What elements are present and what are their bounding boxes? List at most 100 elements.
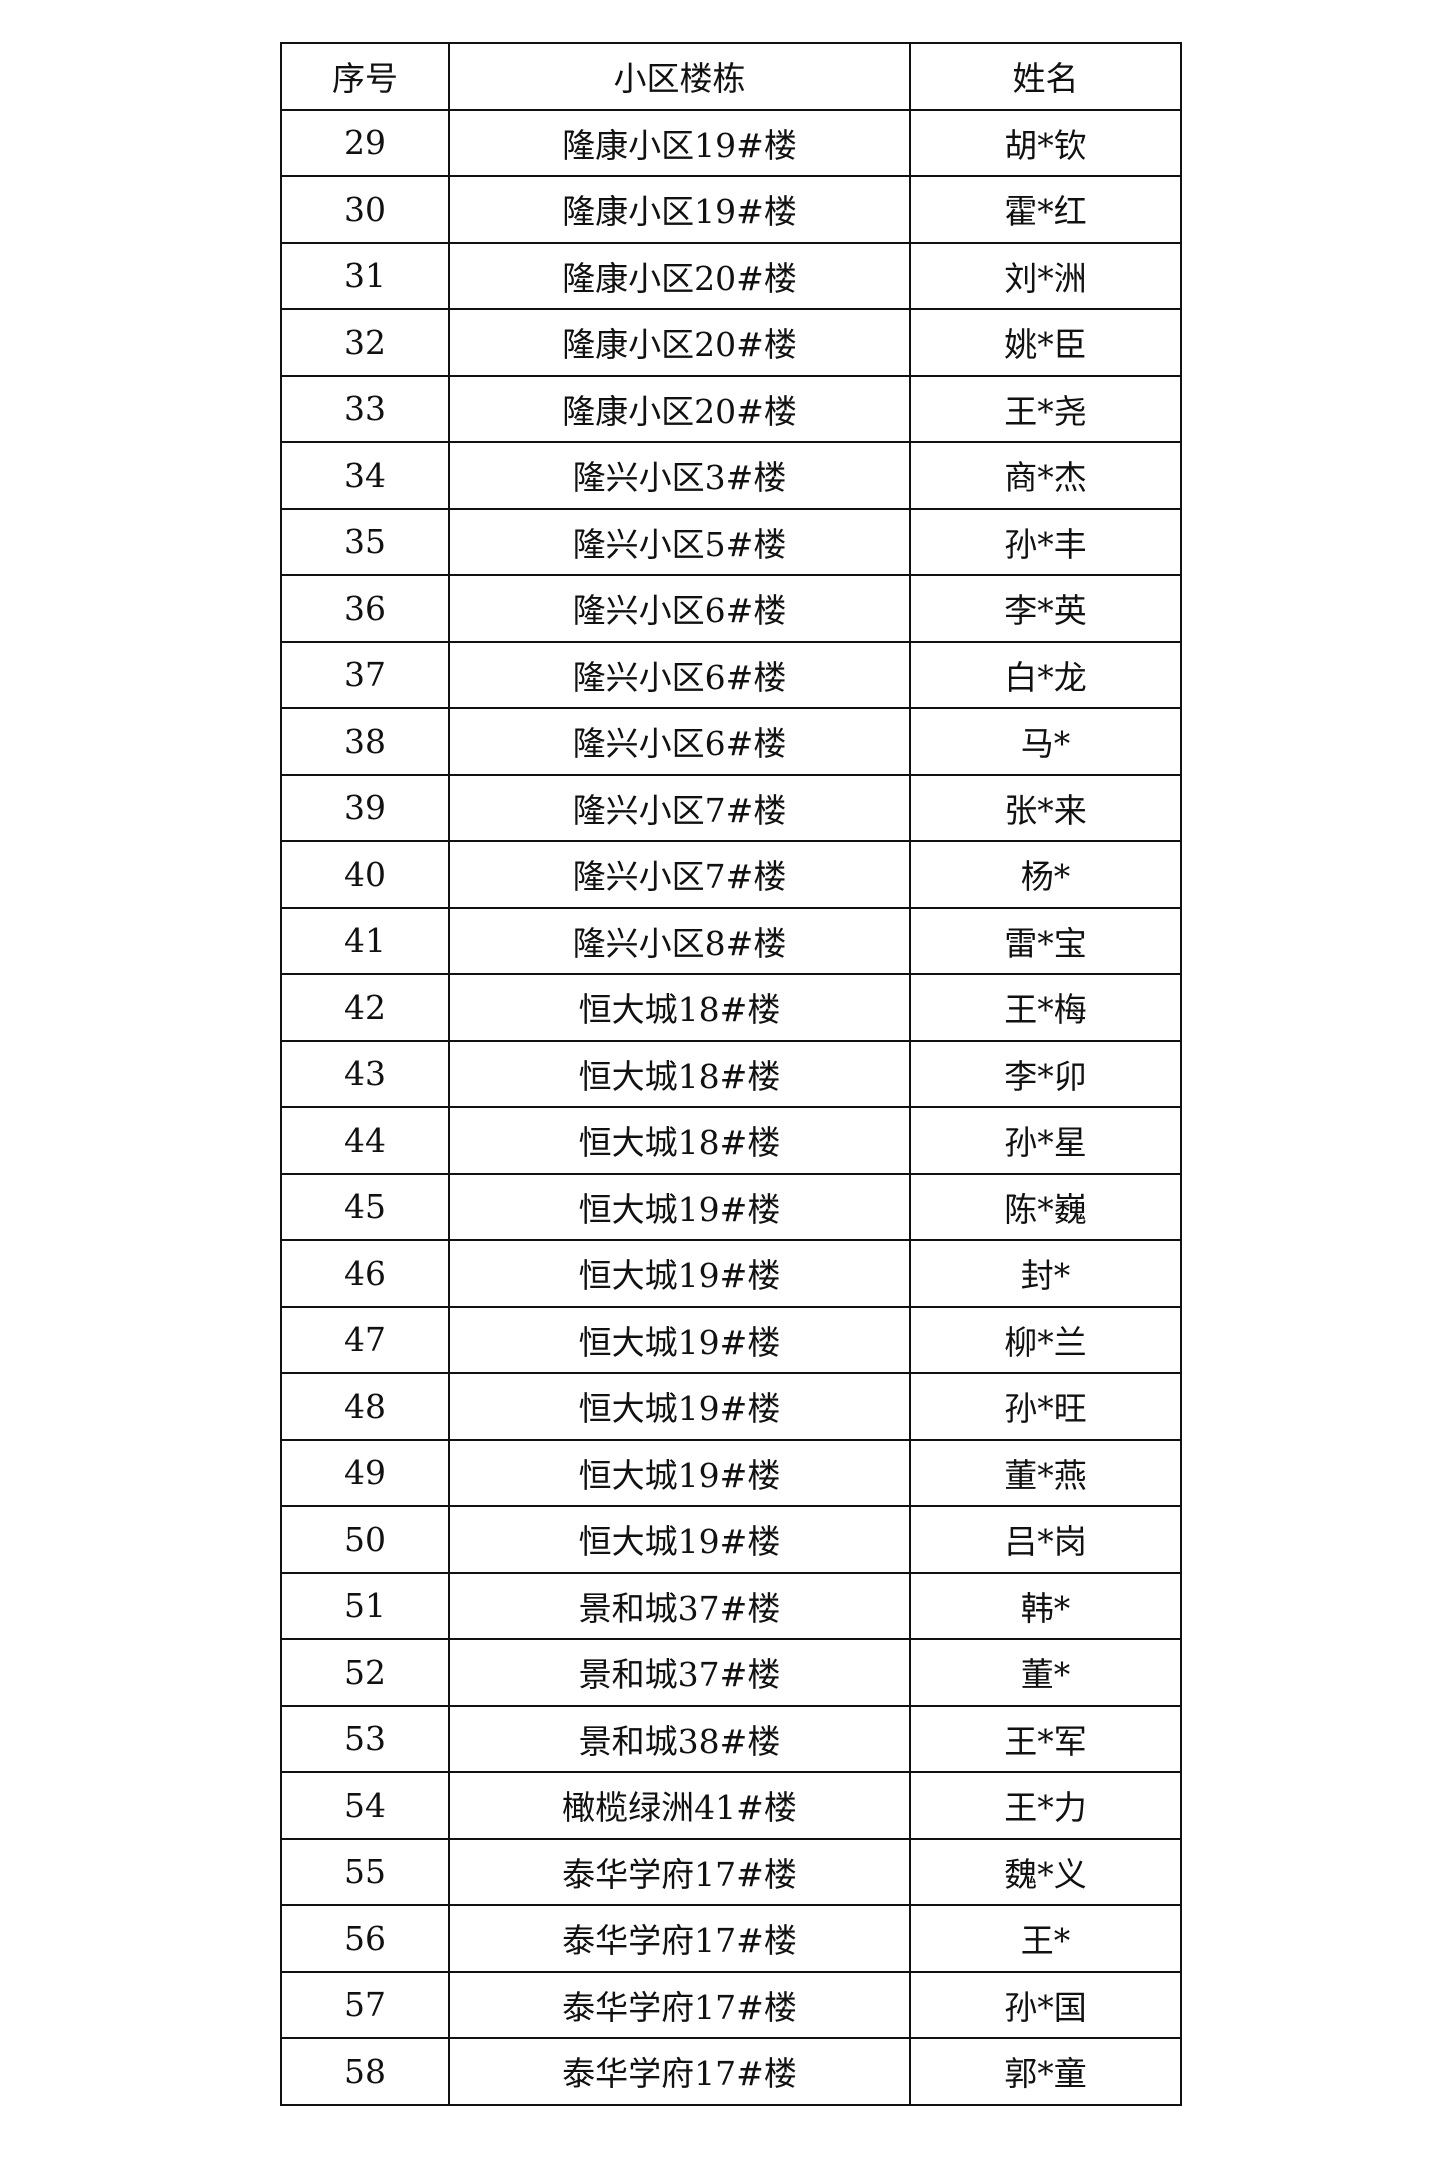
cell-name: 孙*星 [909,1106,1182,1175]
cell-index: 54 [280,1771,450,1840]
cell-building: 泰华学府17#楼 [448,1904,911,1973]
header-index: 序号 [280,42,450,111]
table-row: 32 隆康小区20#楼 姚*臣 [280,308,1182,377]
cell-index: 42 [280,973,450,1042]
cell-index: 57 [280,1970,450,2039]
cell-index: 45 [280,1172,450,1241]
cell-building: 恒大城19#楼 [448,1305,911,1374]
table-row: 50 恒大城19#楼 吕*岗 [280,1505,1182,1574]
cell-building: 泰华学府17#楼 [448,2037,911,2106]
table-row: 54 橄榄绿洲41#楼 王*力 [280,1771,1182,1840]
table-row: 30 隆康小区19#楼 霍*红 [280,175,1182,244]
table-row: 34 隆兴小区3#楼 商*杰 [280,441,1182,510]
cell-building: 隆兴小区7#楼 [448,840,911,909]
cell-name: 商*杰 [909,441,1182,510]
cell-building: 隆康小区20#楼 [448,241,911,310]
table-row: 35 隆兴小区5#楼 孙*丰 [280,507,1182,576]
cell-building: 隆兴小区6#楼 [448,707,911,776]
cell-name: 马* [909,707,1182,776]
cell-index: 32 [280,308,450,377]
cell-index: 29 [280,108,450,177]
cell-index: 53 [280,1704,450,1773]
table-row: 56 泰华学府17#楼 王* [280,1904,1182,1973]
table-row: 38 隆兴小区6#楼 马* [280,707,1182,776]
cell-index: 44 [280,1106,450,1175]
table-row: 31 隆康小区20#楼 刘*洲 [280,241,1182,310]
table-row: 36 隆兴小区6#楼 李*英 [280,574,1182,643]
cell-index: 49 [280,1438,450,1507]
cell-name: 陈*巍 [909,1172,1182,1241]
cell-index: 41 [280,906,450,975]
table-row: 52 景和城37#楼 董* [280,1638,1182,1707]
cell-building: 隆兴小区3#楼 [448,441,911,510]
cell-building: 隆兴小区6#楼 [448,574,911,643]
cell-name: 王*力 [909,1771,1182,1840]
cell-building: 恒大城19#楼 [448,1172,911,1241]
cell-building: 恒大城18#楼 [448,1039,911,1108]
cell-name: 封* [909,1239,1182,1308]
cell-building: 隆康小区19#楼 [448,175,911,244]
cell-name: 魏*义 [909,1837,1182,1906]
cell-name: 孙*国 [909,1970,1182,2039]
table-row: 49 恒大城19#楼 董*燕 [280,1438,1182,1507]
cell-building: 泰华学府17#楼 [448,1970,911,2039]
table-row: 53 景和城38#楼 王*军 [280,1704,1182,1773]
cell-index: 46 [280,1239,450,1308]
table-row: 46 恒大城19#楼 封* [280,1239,1182,1308]
table-body: 29 隆康小区19#楼 胡*钦 30 隆康小区19#楼 霍*红 31 隆康小区20#楼 刘*洲 3… [280,108,1182,2106]
table-row: 48 恒大城19#楼 孙*旺 [280,1372,1182,1441]
cell-name: 白*龙 [909,640,1182,709]
table-row: 29 隆康小区19#楼 胡*钦 [280,108,1182,177]
cell-index: 33 [280,374,450,443]
cell-name: 王*尧 [909,374,1182,443]
cell-index: 58 [280,2037,450,2106]
cell-name: 孙*旺 [909,1372,1182,1441]
table-row: 45 恒大城19#楼 陈*巍 [280,1172,1182,1241]
table-row: 37 隆兴小区6#楼 白*龙 [280,640,1182,709]
cell-name: 李*卯 [909,1039,1182,1108]
header-building: 小区楼栋 [448,42,911,111]
cell-index: 52 [280,1638,450,1707]
cell-index: 34 [280,441,450,510]
table-row: 44 恒大城18#楼 孙*星 [280,1106,1182,1175]
table-row: 47 恒大城19#楼 柳*兰 [280,1305,1182,1374]
cell-index: 50 [280,1505,450,1574]
cell-index: 37 [280,640,450,709]
cell-building: 隆康小区19#楼 [448,108,911,177]
cell-index: 48 [280,1372,450,1441]
table-row: 51 景和城37#楼 韩* [280,1571,1182,1640]
cell-building: 泰华学府17#楼 [448,1837,911,1906]
cell-index: 31 [280,241,450,310]
cell-name: 董* [909,1638,1182,1707]
cell-name: 霍*红 [909,175,1182,244]
cell-index: 56 [280,1904,450,1973]
table-row: 40 隆兴小区7#楼 杨* [280,840,1182,909]
header-name: 姓名 [909,42,1182,111]
cell-name: 王*军 [909,1704,1182,1773]
cell-index: 38 [280,707,450,776]
cell-name: 李*英 [909,574,1182,643]
cell-building: 恒大城19#楼 [448,1372,911,1441]
cell-building: 隆康小区20#楼 [448,374,911,443]
table-row: 43 恒大城18#楼 李*卯 [280,1039,1182,1108]
table-row: 39 隆兴小区7#楼 张*来 [280,773,1182,842]
cell-building: 景和城37#楼 [448,1571,911,1640]
cell-index: 36 [280,574,450,643]
cell-building: 恒大城18#楼 [448,1106,911,1175]
cell-index: 51 [280,1571,450,1640]
table-row: 41 隆兴小区8#楼 雷*宝 [280,906,1182,975]
cell-building: 恒大城19#楼 [448,1239,911,1308]
cell-index: 40 [280,840,450,909]
cell-name: 董*燕 [909,1438,1182,1507]
cell-name: 姚*臣 [909,308,1182,377]
cell-building: 景和城38#楼 [448,1704,911,1773]
cell-name: 郭*童 [909,2037,1182,2106]
residents-table: 序号 小区楼栋 姓名 29 隆康小区19#楼 胡*钦 30 隆康小区19#楼 霍*红 31 隆… [280,42,1182,2106]
table-row: 58 泰华学府17#楼 郭*童 [280,2037,1182,2106]
cell-building: 橄榄绿洲41#楼 [448,1771,911,1840]
cell-index: 30 [280,175,450,244]
cell-index: 35 [280,507,450,576]
cell-name: 张*来 [909,773,1182,842]
table-row: 42 恒大城18#楼 王*梅 [280,973,1182,1042]
table-row: 33 隆康小区20#楼 王*尧 [280,374,1182,443]
